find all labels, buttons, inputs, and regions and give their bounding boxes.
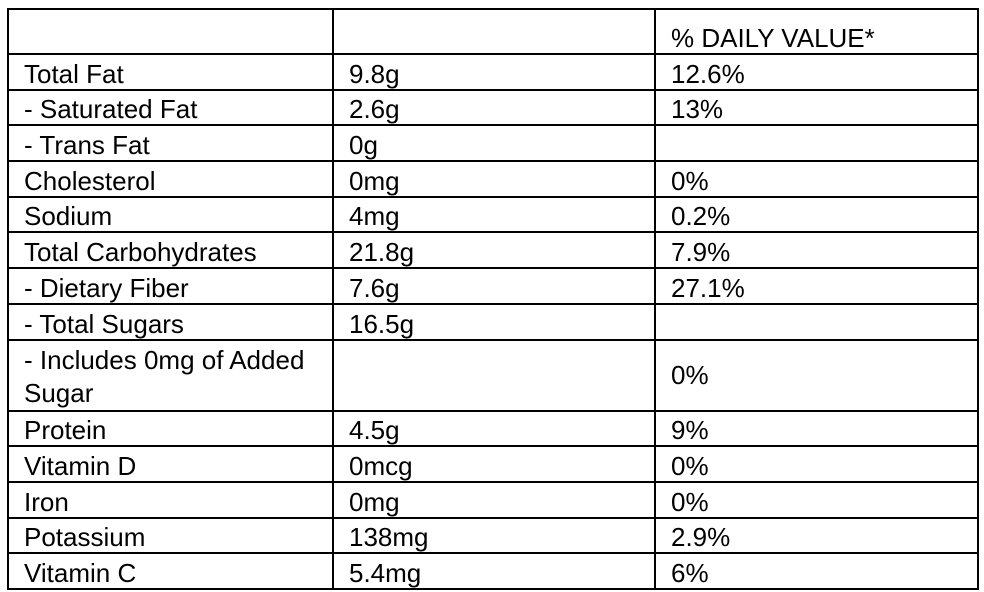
header-cell-daily-value: % DAILY VALUE* [654,8,979,55]
nutrient-daily-value [654,302,979,341]
nutrient-name: - Trans Fat [7,124,334,163]
table-row: Total Carbohydrates 21.8g 7.9% [7,231,979,270]
nutrient-name: Vitamin D [7,445,334,483]
nutrient-daily-value: 13% [654,88,979,127]
nutrient-name: - Dietary Fiber [7,267,334,305]
nutrient-daily-value: 0% [654,445,979,483]
nutrient-name: - Saturated Fat [7,88,334,127]
nutrient-daily-value: 12.6% [654,53,979,91]
table-row: Vitamin C 5.4mg 6% [7,552,979,590]
nutrient-daily-value: 0.2% [654,195,979,234]
nutrient-name: Iron [7,480,334,519]
table-row: Total Fat 9.8g 12.6% [7,53,979,91]
nutrient-daily-value: 27.1% [654,267,979,305]
table-row: Iron 0mg 0% [7,480,979,519]
nutrient-amount: 21.8g [332,231,656,270]
table-row: - Trans Fat 0g [7,124,979,163]
header-cell-amount [332,8,656,55]
table-row: Cholesterol 0mg 0% [7,160,979,198]
table-row: Vitamin D 0mcg 0% [7,445,979,483]
nutrient-name: Protein [7,409,334,448]
nutrient-name: - Total Sugars [7,302,334,341]
table-row: Protein 4.5g 9% [7,409,979,448]
nutrient-amount: 4mg [332,195,656,234]
nutrient-amount: 7.6g [332,267,656,305]
table-row: - Total Sugars 16.5g [7,302,979,341]
table-row: Potassium 138mg 2.9% [7,516,979,555]
table-header-row: % DAILY VALUE* [7,8,979,55]
nutrient-daily-value: 0% [654,338,979,412]
nutrient-amount: 2.6g [332,88,656,127]
nutrient-daily-value: 0% [654,160,979,198]
nutrient-amount: 4.5g [332,409,656,448]
nutrient-name: Total Carbohydrates [7,231,334,270]
nutrient-amount: 138mg [332,516,656,555]
nutrient-amount: 0mcg [332,445,656,483]
nutrient-daily-value [654,124,979,163]
table-row: - Saturated Fat 2.6g 13% [7,88,979,127]
nutrient-amount: 0mg [332,480,656,519]
nutrient-amount [332,338,656,412]
nutrient-amount: 16.5g [332,302,656,341]
header-cell-nutrient [7,8,334,55]
nutrient-daily-value: 6% [654,552,979,590]
nutrient-name: Total Fat [7,53,334,91]
nutrient-daily-value: 9% [654,409,979,448]
nutrient-daily-value: 0% [654,480,979,519]
nutrient-name: Cholesterol [7,160,334,198]
nutrition-facts-table: % DAILY VALUE* Total Fat 9.8g 12.6% - Sa… [7,8,979,590]
nutrient-name: - Includes 0mg of Added Sugar [7,338,334,412]
nutrient-name: Sodium [7,195,334,234]
table-row: - Dietary Fiber 7.6g 27.1% [7,267,979,305]
nutrient-name: Vitamin C [7,552,334,590]
nutrient-daily-value: 7.9% [654,231,979,270]
table-row: - Includes 0mg of Added Sugar 0% [7,338,979,412]
nutrient-name: Potassium [7,516,334,555]
table-row: Sodium 4mg 0.2% [7,195,979,234]
nutrient-amount: 0mg [332,160,656,198]
nutrient-amount: 9.8g [332,53,656,91]
nutrient-amount: 0g [332,124,656,163]
nutrient-daily-value: 2.9% [654,516,979,555]
nutrient-amount: 5.4mg [332,552,656,590]
